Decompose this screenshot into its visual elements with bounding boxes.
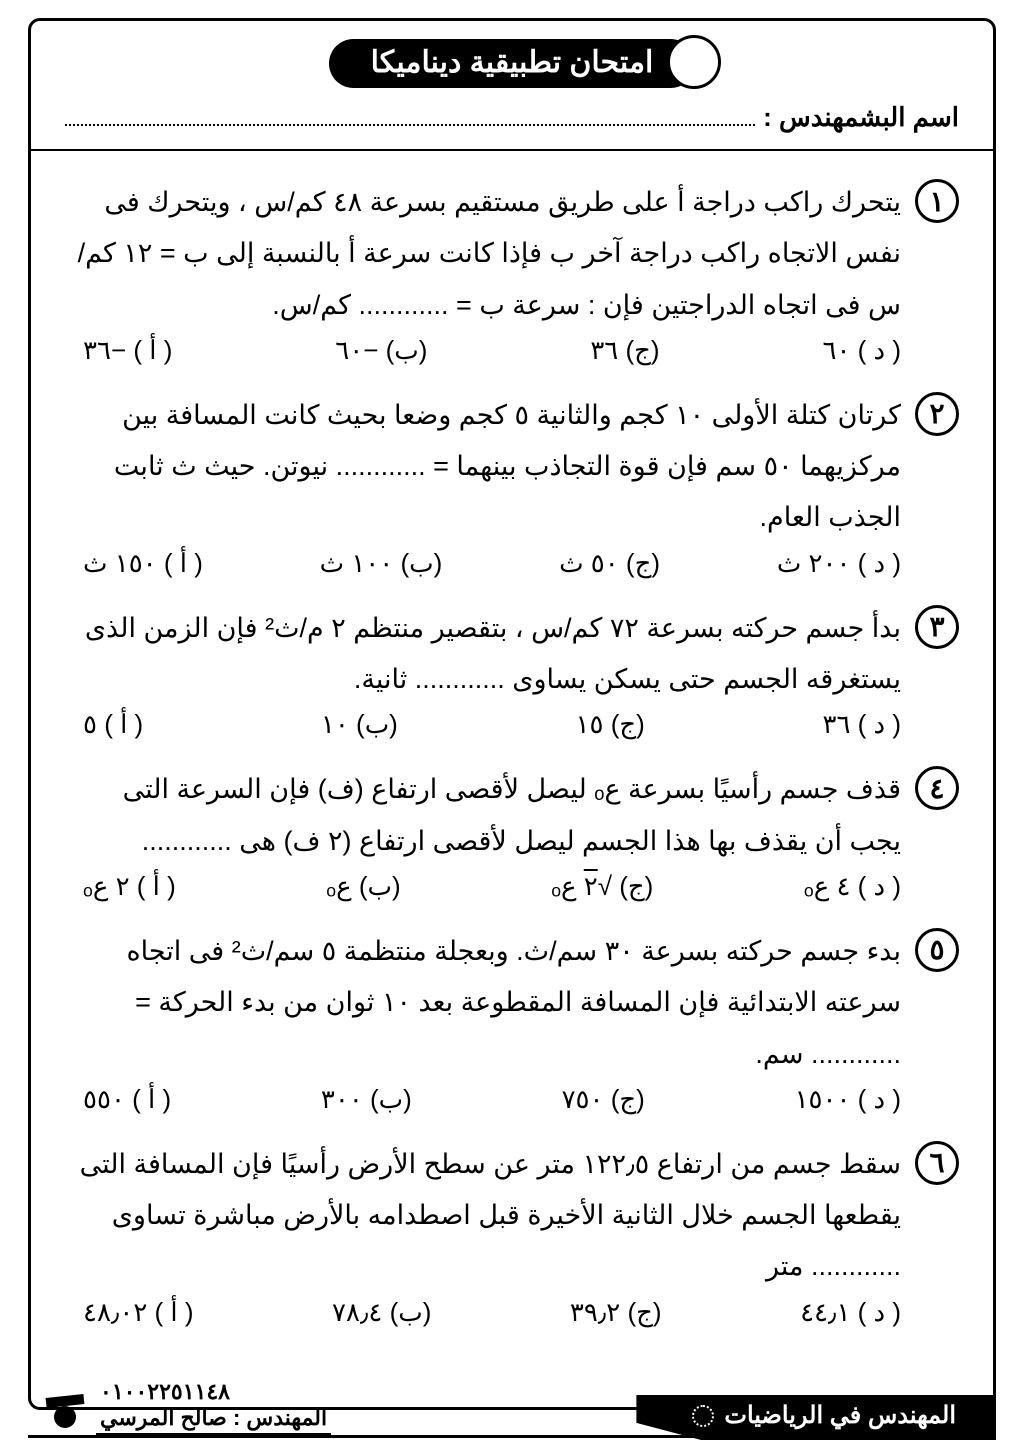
footer: المهندس في الرياضيات ٠١٠٠٢٢٥١١٤٨ المهندس…: [0, 1374, 1024, 1448]
questions-block: ١ يتحرك راكب دراجة أ على طريق مستقيم بسرع…: [65, 177, 959, 1328]
option: (ج) ٧٥٠: [562, 1084, 645, 1115]
option: ( أ ) −٣٦: [83, 335, 172, 366]
option: (ب) ١٠: [321, 709, 398, 740]
question-text: سقط جسم من ارتفاع ١٢٢٫٥ متر عن سطح الأرض…: [65, 1139, 901, 1293]
options-row: ( أ ) ٤٨٫٠٢ (ب) ٧٨٫٤ (ج) ٣٩٫٢ ( د ) ٤٤٫١: [83, 1297, 901, 1328]
question: ٦ سقط جسم من ارتفاع ١٢٢٫٥ متر عن سطح الأر…: [65, 1139, 959, 1328]
question-number: ٥: [915, 928, 959, 972]
option: ( د ) ١٥٠٠: [795, 1084, 901, 1115]
gear-icon: [692, 1405, 714, 1427]
question-number: ٣: [915, 605, 959, 649]
grade-badge: ٢ ثانوي: [667, 35, 721, 89]
question: ٢ كرتان كتلة الأولى ١٠ كجم والثانية ٥ كجم…: [65, 390, 959, 579]
page-frame: امتحان تطبيقية ديناميكا ٢ ثانوي اسم البش…: [28, 18, 996, 1410]
option: ( د ) ٣٦: [822, 709, 901, 740]
question-text: كرتان كتلة الأولى ١٠ كجم والثانية ٥ كجم …: [65, 390, 901, 544]
option: ( د ) ٤٤٫١: [800, 1297, 901, 1328]
grade-label: ثانوي: [679, 65, 709, 79]
option: ( أ ) ٥: [83, 709, 143, 740]
teacher-name: المهندس : صالح المرسي: [100, 1405, 327, 1431]
question-row: ١ يتحرك راكب دراجة أ على طريق مستقيم بسرع…: [65, 177, 959, 331]
exam-title-pill: امتحان تطبيقية ديناميكا ٢ ثانوي: [329, 39, 696, 88]
question: ٣ بدأ جسم حركته بسرعة ٧٢ كم/س ، بتقصير من…: [65, 603, 959, 741]
option: (ب) عₒ: [326, 871, 400, 902]
option: (ج) √٢ عₒ: [551, 871, 653, 902]
teacher-text: ٠١٠٠٢٢٥١١٤٨ المهندس : صالح المرسي: [96, 1379, 331, 1436]
header: امتحان تطبيقية ديناميكا ٢ ثانوي اسم البش…: [65, 39, 959, 133]
option: ( د ) ٤ عₒ: [804, 871, 901, 902]
options-row: ( أ ) ٢ عₒ (ب) عₒ (ج) √٢ عₒ ( د ) ٤ عₒ: [83, 871, 901, 902]
question-number: ١: [915, 179, 959, 223]
question-text: بدء جسم حركته بسرعة ٣٠ سم/ث. وبعجلة منتظ…: [65, 926, 901, 1080]
options-row: ( أ ) ٥ (ب) ١٠ (ج) ١٥ ( د ) ٣٦: [83, 709, 901, 740]
brand-shield: المهندس في الرياضيات: [636, 1395, 996, 1440]
question-row: ٦ سقط جسم من ارتفاع ١٢٢٫٥ متر عن سطح الأر…: [65, 1139, 959, 1293]
option: ( أ ) ٢ عₒ: [83, 871, 176, 902]
question-row: ٢ كرتان كتلة الأولى ١٠ كجم والثانية ٥ كجم…: [65, 390, 959, 544]
option: (ج) ٣٦: [590, 335, 659, 366]
exam-page: امتحان تطبيقية ديناميكا ٢ ثانوي اسم البش…: [0, 0, 1024, 1448]
question-number: ٦: [915, 1141, 959, 1185]
option: (ج) ٣٩٫٢: [570, 1297, 662, 1328]
question: ٤ قذف جسم رأسيًا بسرعة عₒ ليصل لأقصى ارتف…: [65, 764, 959, 902]
option: ( أ ) ٥٥٠: [83, 1084, 171, 1115]
name-blank: [65, 105, 755, 126]
option: (ج) ١٥: [576, 709, 645, 740]
options-row: ( أ ) ١٥٠ ث (ب) ١٠٠ ث (ج) ٥٠ ث ( د ) ٢٠٠ ث: [83, 548, 901, 579]
question-number: ٢: [915, 392, 959, 436]
option: ( أ ) ١٥٠ ث: [83, 548, 203, 579]
option: (ب) ٣٠٠: [321, 1084, 412, 1115]
options-row: ( أ ) ٥٥٠ (ب) ٣٠٠ (ج) ٧٥٠ ( د ) ١٥٠٠: [83, 1084, 901, 1115]
option: ( د ) ٦٠: [822, 335, 901, 366]
option: ( د ) ٢٠٠ ث: [777, 548, 901, 579]
question-row: ٤ قذف جسم رأسيًا بسرعة عₒ ليصل لأقصى ارتف…: [65, 764, 959, 867]
exam-title: امتحان تطبيقية ديناميكا: [371, 46, 654, 79]
question-text: يتحرك راكب دراجة أ على طريق مستقيم بسرعة…: [65, 177, 901, 331]
options-row: ( أ ) −٣٦ (ب) −٦٠ (ج) ٣٦ ( د ) ٦٠: [83, 335, 901, 366]
teacher-block: ٠١٠٠٢٢٥١١٤٨ المهندس : صالح المرسي: [44, 1379, 331, 1436]
name-label: اسم البشمهندس :: [763, 102, 959, 133]
question: ٥ بدء جسم حركته بسرعة ٣٠ سم/ث. وبعجلة منت…: [65, 926, 959, 1115]
header-divider: [31, 149, 993, 151]
option: (ب) ١٠٠ ث: [320, 548, 443, 579]
graduation-icon: [44, 1394, 86, 1436]
question-text: قذف جسم رأسيًا بسرعة عₒ ليصل لأقصى ارتفا…: [65, 764, 901, 867]
question: ١ يتحرك راكب دراجة أ على طريق مستقيم بسرع…: [65, 177, 959, 366]
question-number: ٤: [915, 766, 959, 810]
student-name-line: اسم البشمهندس :: [65, 102, 959, 133]
option: (ج) ٥٠ ث: [559, 548, 660, 579]
option: ( أ ) ٤٨٫٠٢: [83, 1297, 194, 1328]
question-row: ٣ بدأ جسم حركته بسرعة ٧٢ كم/س ، بتقصير من…: [65, 603, 959, 706]
option: (ب) ٧٨٫٤: [332, 1297, 431, 1328]
brand-text: المهندس في الرياضيات: [724, 1401, 956, 1430]
option: (ب) −٦٠: [335, 335, 427, 366]
teacher-phone: ٠١٠٠٢٢٥١١٤٨: [100, 1379, 327, 1405]
question-row: ٥ بدء جسم حركته بسرعة ٣٠ سم/ث. وبعجلة منت…: [65, 926, 959, 1080]
question-text: بدأ جسم حركته بسرعة ٧٢ كم/س ، بتقصير منت…: [65, 603, 901, 706]
